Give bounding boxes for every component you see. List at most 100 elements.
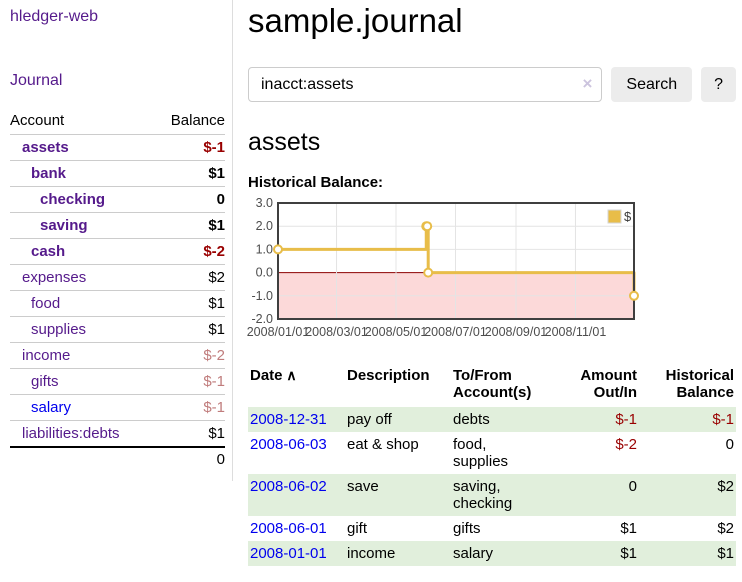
register-header-row: Date ∧ Description To/From Account(s) Amoun… bbox=[248, 367, 736, 407]
accounts-total-value: 0 bbox=[153, 446, 225, 471]
svg-text:-2.0: -2.0 bbox=[251, 312, 273, 326]
transaction-description: pay off bbox=[347, 411, 392, 428]
account-link-food[interactable]: food bbox=[31, 295, 61, 312]
data-point-marker bbox=[423, 267, 434, 278]
account-row: expenses $2 bbox=[10, 264, 225, 291]
accounts-header-account: Account bbox=[10, 109, 154, 135]
transaction-balance: 0 bbox=[725, 436, 734, 453]
account-link-assets[interactable]: assets bbox=[22, 139, 69, 156]
account-link-supplies[interactable]: supplies bbox=[31, 321, 87, 338]
account-balance: $-1 bbox=[153, 368, 225, 395]
legend-label: $ bbox=[624, 209, 632, 224]
transaction-date-link[interactable]: 2008-06-02 bbox=[250, 478, 327, 495]
account-link-salary[interactable]: salary bbox=[31, 399, 72, 416]
account-balance: $-2 bbox=[153, 238, 225, 265]
account-heading: assets bbox=[248, 128, 321, 156]
transaction-balance: $1 bbox=[717, 545, 734, 562]
register-col-historical-balance: Historical Balance bbox=[665, 367, 734, 401]
account-balance: $1 bbox=[153, 160, 225, 187]
svg-text:2008/11/01: 2008/11/01 bbox=[545, 325, 607, 339]
transaction-amount: $-1 bbox=[615, 411, 637, 428]
register-table: Date ∧ Description To/From Account(s) Amoun… bbox=[248, 367, 736, 566]
svg-text:2008/03/01: 2008/03/01 bbox=[305, 325, 368, 339]
account-row: income $-2 bbox=[10, 342, 225, 369]
register-row: 2008-01-01 income salary $1 $1 bbox=[248, 541, 736, 566]
svg-text:0.0: 0.0 bbox=[256, 266, 273, 280]
page-title: sample.journal bbox=[248, 2, 463, 39]
transaction-date-link[interactable]: 2008-06-01 bbox=[250, 520, 327, 537]
account-row: salary $-1 bbox=[10, 394, 225, 421]
account-balance: $-1 bbox=[153, 134, 225, 161]
svg-text:2008/07/01: 2008/07/01 bbox=[424, 325, 487, 339]
data-point-marker bbox=[273, 244, 283, 255]
journal-link[interactable]: Journal bbox=[10, 72, 63, 89]
svg-text:-1.0: -1.0 bbox=[251, 289, 273, 303]
sort-ascending-icon: ∧ bbox=[282, 367, 297, 383]
account-balance: 0 bbox=[153, 186, 225, 213]
account-row: food $1 bbox=[10, 290, 225, 317]
svg-text:3.0: 3.0 bbox=[256, 196, 273, 210]
data-point-marker bbox=[629, 290, 639, 301]
account-row: checking 0 bbox=[10, 186, 225, 213]
account-row: supplies $1 bbox=[10, 316, 225, 343]
accounts-total-row: 0 bbox=[10, 446, 225, 471]
account-balance: $-1 bbox=[153, 394, 225, 421]
register-col-amount-out-in: Amount Out/In bbox=[580, 367, 637, 401]
transaction-accounts: saving, checking bbox=[453, 478, 513, 512]
account-link-liabilities-debts[interactable]: liabilities:debts bbox=[22, 425, 120, 442]
search-bar: × Search ? bbox=[248, 67, 736, 102]
accounts-header-balance: Balance bbox=[153, 109, 225, 135]
svg-text:2.0: 2.0 bbox=[256, 219, 273, 233]
account-link-gifts[interactable]: gifts bbox=[31, 373, 59, 390]
transaction-accounts: salary bbox=[453, 545, 494, 562]
account-balance: $-2 bbox=[153, 342, 225, 369]
transaction-description: save bbox=[347, 478, 379, 495]
account-link-checking[interactable]: checking bbox=[40, 191, 106, 208]
transaction-accounts: debts bbox=[453, 411, 490, 428]
svg-text:2008/05/01: 2008/05/01 bbox=[365, 325, 428, 339]
transaction-amount: $1 bbox=[620, 520, 637, 537]
transaction-amount: 0 bbox=[628, 478, 637, 495]
account-balance: $1 bbox=[153, 290, 225, 317]
svg-text:2008/01/01: 2008/01/01 bbox=[247, 325, 310, 339]
help-button[interactable]: ? bbox=[701, 67, 736, 102]
transaction-amount: $-2 bbox=[615, 436, 637, 453]
transaction-date-link[interactable]: 2008-12-31 bbox=[250, 411, 327, 428]
search-button[interactable]: Search bbox=[611, 67, 693, 102]
account-link-expenses[interactable]: expenses bbox=[22, 269, 87, 286]
data-point-marker bbox=[422, 221, 433, 232]
account-link-income[interactable]: income bbox=[22, 347, 71, 364]
account-balance: $1 bbox=[208, 425, 225, 442]
svg-text:2008/09/01: 2008/09/01 bbox=[485, 325, 548, 339]
transaction-balance: $2 bbox=[717, 520, 734, 537]
transaction-date-link[interactable]: 2008-06-03 bbox=[250, 436, 327, 453]
search-input[interactable] bbox=[248, 67, 603, 102]
register-row: 2008-06-01 gift gifts $1 $2 bbox=[248, 516, 736, 541]
transaction-balance: $2 bbox=[717, 478, 734, 495]
account-row: assets $-1 bbox=[10, 134, 225, 161]
account-row: cash $-2 bbox=[10, 238, 225, 265]
account-balance: $2 bbox=[153, 264, 225, 291]
app-title-link[interactable]: hledger-web bbox=[10, 8, 99, 25]
transaction-description: eat & shop bbox=[347, 436, 419, 453]
account-link-cash[interactable]: cash bbox=[31, 243, 66, 260]
chart-title: Historical Balance: bbox=[248, 174, 384, 191]
sidebar: hledger-web Journal Account Balance asse… bbox=[0, 0, 233, 481]
register-col-date[interactable]: Date ∧ bbox=[250, 367, 297, 384]
register-row: 2008-06-02 save saving, checking 0 $2 bbox=[248, 474, 736, 516]
accounts-table: Account Balance assets $-1 bank $1 checking 0… bbox=[10, 109, 225, 471]
legend-swatch bbox=[607, 209, 622, 224]
account-link-saving[interactable]: saving bbox=[40, 217, 88, 234]
account-link-bank[interactable]: bank bbox=[31, 165, 67, 182]
transaction-date-link[interactable]: 2008-01-01 bbox=[250, 545, 327, 562]
account-row: saving $1 bbox=[10, 212, 225, 239]
balance-chart: $3.0 2.0 1.0 0.0 -1.0 -2.0 2008/01/01 2008/03/0… bbox=[247, 196, 640, 343]
transaction-description: income bbox=[347, 545, 396, 562]
transaction-accounts: gifts bbox=[453, 520, 481, 537]
clear-search-icon[interactable]: × bbox=[582, 74, 593, 93]
account-row: liabilities:debts $1 bbox=[10, 421, 225, 448]
accounts-header-row: Account Balance bbox=[10, 109, 225, 135]
transaction-accounts: food, supplies bbox=[453, 436, 509, 470]
account-balance: $1 bbox=[153, 212, 225, 239]
account-balance: $1 bbox=[153, 316, 225, 343]
